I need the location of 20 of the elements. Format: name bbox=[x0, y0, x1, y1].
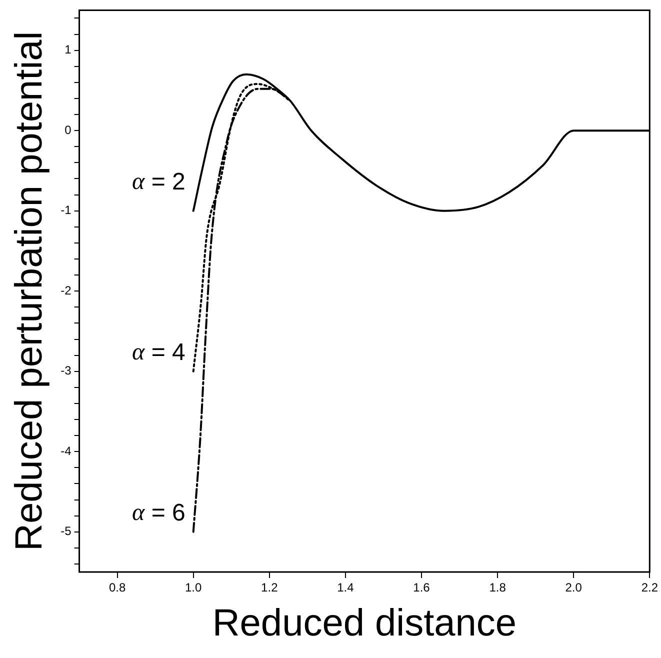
y-axis-title: Reduced perturbation potential bbox=[8, 31, 50, 551]
y-tick-label: -4 bbox=[60, 444, 72, 458]
series-label: α = 4 bbox=[132, 338, 186, 366]
x-tick-label: 2.0 bbox=[565, 580, 582, 595]
x-tick-label: 1.4 bbox=[337, 580, 354, 595]
y-tick-label: -2 bbox=[60, 283, 72, 298]
series-label: α = 6 bbox=[132, 499, 186, 526]
x-tick-label: 0.8 bbox=[108, 580, 126, 595]
x-tick-label: 2.2 bbox=[641, 580, 658, 595]
x-tick-label: 1.6 bbox=[413, 580, 430, 595]
x-axis-title: Reduced distance bbox=[212, 602, 517, 645]
y-tick-label: 0 bbox=[64, 122, 72, 137]
x-tick-label: 1.0 bbox=[185, 580, 202, 595]
series-label: α = 2 bbox=[132, 168, 186, 196]
y-tick-label: -1 bbox=[60, 203, 72, 218]
x-tick-label: 1.2 bbox=[261, 580, 278, 595]
y-tick-label: -5 bbox=[60, 524, 72, 538]
y-tick-label: 1 bbox=[64, 42, 72, 57]
y-tick-label: -3 bbox=[60, 364, 72, 378]
x-tick-label: 1.8 bbox=[489, 580, 506, 595]
